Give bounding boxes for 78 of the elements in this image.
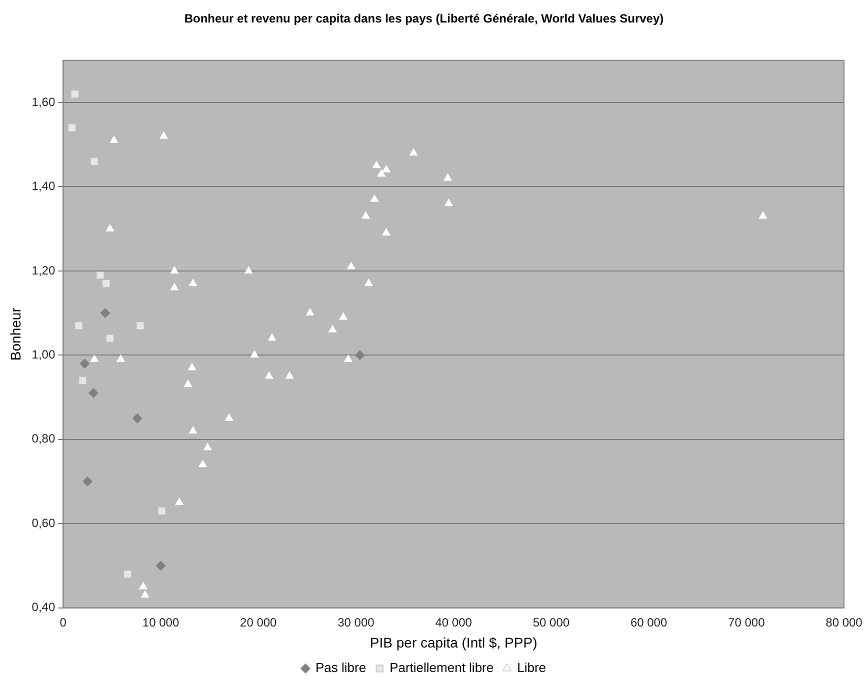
point [361, 211, 370, 219]
x-tick-label: 30 000 [338, 615, 375, 630]
point [203, 442, 212, 450]
point [116, 354, 126, 362]
legend-label: Partiellement libre [390, 660, 494, 676]
point [80, 358, 90, 369]
x-tick-label: 70 000 [728, 615, 766, 630]
y-tick-label: 1,20 [32, 263, 56, 278]
point [75, 322, 82, 330]
y-tick-label: 1,00 [32, 347, 56, 362]
y-tick-label: 0,40 [32, 600, 56, 614]
x-axis-title: PIB per capita (Intl $, PPP) [370, 634, 538, 650]
x-tick-label: 50 000 [532, 615, 570, 630]
x-tick-label: 10 000 [142, 615, 180, 630]
point [140, 590, 150, 598]
point [338, 312, 348, 320]
point [372, 160, 381, 168]
point [106, 224, 114, 232]
point [354, 350, 365, 360]
point [244, 266, 253, 274]
point [132, 413, 142, 424]
point [68, 124, 76, 132]
x-tick-label: 20 000 [240, 615, 278, 630]
point [90, 158, 98, 165]
point [188, 362, 196, 370]
y-tick-label: 1,60 [32, 94, 56, 109]
point [100, 308, 110, 318]
point [382, 228, 391, 236]
point [156, 560, 166, 571]
point [138, 582, 148, 590]
point [158, 507, 166, 514]
y-axis-title: Bonheur [7, 307, 24, 361]
x-tick-label: 80 000 [826, 615, 863, 630]
point [344, 354, 352, 362]
point [188, 278, 198, 286]
point [174, 498, 184, 506]
point [268, 333, 276, 341]
point [88, 388, 98, 398]
point [136, 322, 144, 330]
point [188, 426, 198, 434]
point [377, 169, 386, 177]
point [170, 266, 179, 274]
point [306, 308, 314, 316]
y-tick-label: 0,60 [32, 516, 56, 530]
point [184, 380, 192, 388]
y-tick-label: 0,80 [32, 432, 56, 446]
point [264, 371, 274, 379]
point [346, 262, 356, 270]
point [382, 164, 391, 172]
point [224, 413, 234, 421]
point [102, 280, 110, 288]
point [79, 376, 86, 384]
point [198, 460, 208, 468]
x-tick-label: 40 000 [435, 615, 472, 630]
chart-title: Bonheur et revenu per capita dans les pays (Liberté Générale, World Values Survey) [184, 12, 664, 26]
point [159, 131, 168, 139]
point [444, 198, 454, 206]
point [82, 476, 93, 486]
x-tick-label: 60 000 [630, 615, 668, 630]
point [90, 354, 99, 362]
point [124, 570, 132, 578]
point [364, 278, 373, 286]
point [370, 194, 379, 202]
point [106, 334, 114, 342]
point [96, 272, 104, 279]
point [71, 90, 78, 98]
point [170, 282, 179, 290]
point [758, 211, 768, 219]
y-tick-label: 1,40 [32, 179, 56, 194]
point [328, 324, 337, 332]
point [250, 350, 259, 358]
legend-label: Pas libre [315, 660, 366, 676]
point [110, 135, 118, 143]
point [443, 173, 452, 181]
point [409, 148, 418, 156]
legend-label: Libre [517, 660, 546, 676]
x-tick-label: 0 [60, 615, 67, 630]
point [285, 371, 294, 379]
